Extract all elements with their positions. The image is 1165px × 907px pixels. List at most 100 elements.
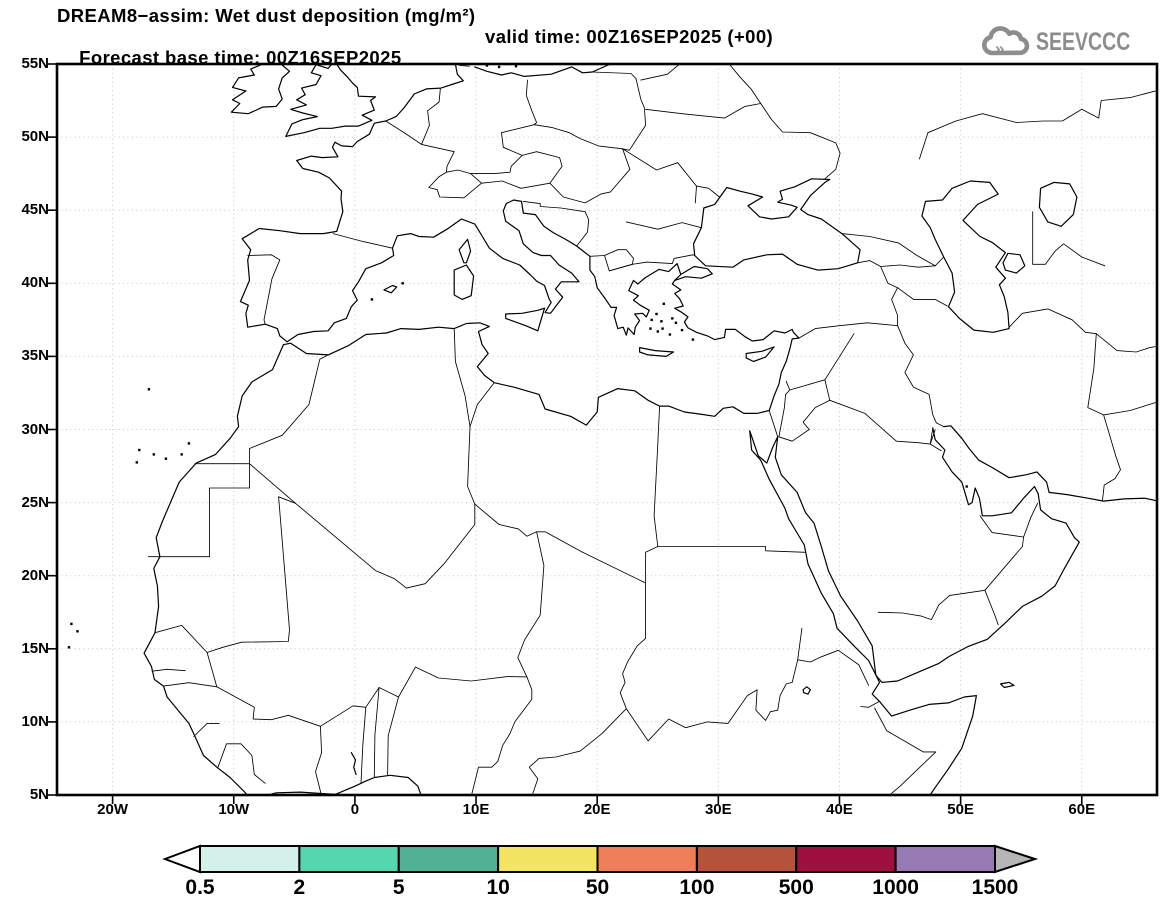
coastline-path <box>921 180 1010 333</box>
border-path <box>373 687 380 778</box>
border-path <box>385 120 455 153</box>
coastline-path <box>749 430 978 795</box>
coastline-path <box>692 178 861 271</box>
border-path <box>278 496 296 504</box>
border-path <box>877 589 986 621</box>
border-path <box>332 233 393 249</box>
subtitle-line: Forecast base time: 00Z16SEP2025 valid t… <box>57 26 817 68</box>
lon-tick-label: 40E <box>826 801 853 818</box>
colorbar-segment <box>596 845 698 873</box>
lat-tick-label: 20N <box>21 566 49 584</box>
border-path <box>777 659 799 711</box>
coastlines-borders <box>67 64 1157 795</box>
map-svg <box>48 62 1159 804</box>
colorbar-tick-label: 5 <box>393 876 405 899</box>
grid-lines <box>57 64 1157 795</box>
lon-tick-label: 60E <box>1068 801 1096 818</box>
colorbar-right-arrow <box>994 844 1039 874</box>
island-dot <box>187 442 191 445</box>
island-dot <box>691 338 695 341</box>
border-path <box>789 379 826 391</box>
border-path <box>315 725 323 794</box>
border-path <box>608 254 696 272</box>
border-path <box>247 254 281 325</box>
border-path <box>829 399 934 445</box>
seevccc-logo: » SEEVCCC <box>980 24 1157 60</box>
border-path <box>622 78 647 151</box>
colorbar-tick-label: 1500 <box>972 876 1019 899</box>
island-dot <box>138 448 141 452</box>
island-dot <box>661 327 664 330</box>
colorbar: 0.5 2 5 10 50 100 500 1000 1500 <box>162 844 1039 899</box>
island-dot <box>67 646 71 649</box>
coastline-path <box>383 284 398 294</box>
border-path <box>398 666 528 698</box>
coastline-path <box>505 307 546 332</box>
coastline-path <box>143 344 284 795</box>
colorbar-tick-label: 10 <box>486 876 509 899</box>
border-path <box>984 589 999 626</box>
lat-tick-label: 50N <box>21 128 49 146</box>
coastline-path <box>286 199 682 343</box>
border-path <box>459 65 470 67</box>
coastline-path <box>1038 181 1078 227</box>
border-path <box>625 221 702 230</box>
border-path <box>206 496 290 653</box>
colorbar-left-arrow <box>162 844 201 874</box>
coastline-path <box>674 265 713 281</box>
border-path <box>522 200 590 247</box>
coastline-path <box>749 427 1080 684</box>
island-dot <box>485 64 489 67</box>
island-dot <box>649 327 652 330</box>
border-path <box>677 162 697 204</box>
border-path <box>249 354 329 465</box>
island-dot <box>662 302 665 305</box>
border-path <box>841 233 945 267</box>
border-path <box>421 88 441 145</box>
border-path <box>589 249 634 272</box>
island-dot <box>70 622 73 626</box>
coastline-path <box>745 346 775 363</box>
colorbar-tick-label: 1000 <box>872 876 919 899</box>
island-dot <box>152 453 155 456</box>
island-dot <box>656 330 659 333</box>
lon-tick-label: 20E <box>583 801 611 818</box>
map-title: DREAM8−assim: Wet dust deposition (mg/m²… <box>57 5 476 26</box>
border-path <box>824 379 831 401</box>
border-path <box>360 706 367 784</box>
border-path <box>498 524 647 584</box>
border-path <box>979 515 1025 591</box>
colorbar-segment <box>497 845 599 873</box>
lat-tick-label: 45N <box>21 201 49 219</box>
lat-tick-label: 40N <box>21 274 49 292</box>
lat-tick-label: 5N <box>29 786 49 803</box>
border-path <box>778 399 831 442</box>
colorbar-segment <box>695 845 798 873</box>
lat-tick-label: 30N <box>21 420 49 438</box>
colorbar-tick-label: 0.5 <box>185 876 215 899</box>
border-path <box>549 148 631 204</box>
border-path <box>1023 502 1039 538</box>
coastline-path <box>943 425 1157 502</box>
border-path <box>644 546 659 640</box>
border-path <box>1103 401 1157 416</box>
island-dot <box>655 312 658 316</box>
border-path <box>797 649 870 686</box>
lat-tick-label: 55N <box>21 55 49 72</box>
coastline-path <box>265 774 422 795</box>
border-path <box>625 689 779 742</box>
border-path <box>501 124 624 150</box>
border-path <box>918 90 1157 160</box>
colorbar-segment <box>199 845 301 873</box>
border-path <box>319 687 399 727</box>
colorbar-segment <box>795 845 897 873</box>
border-path <box>897 287 948 307</box>
island-dot <box>401 282 404 285</box>
coastline-path <box>239 64 464 343</box>
border-path <box>469 382 495 428</box>
border-path <box>929 443 942 452</box>
border-path <box>154 624 218 688</box>
border-path <box>471 676 533 795</box>
border-path <box>249 463 476 589</box>
border-path <box>622 148 679 171</box>
